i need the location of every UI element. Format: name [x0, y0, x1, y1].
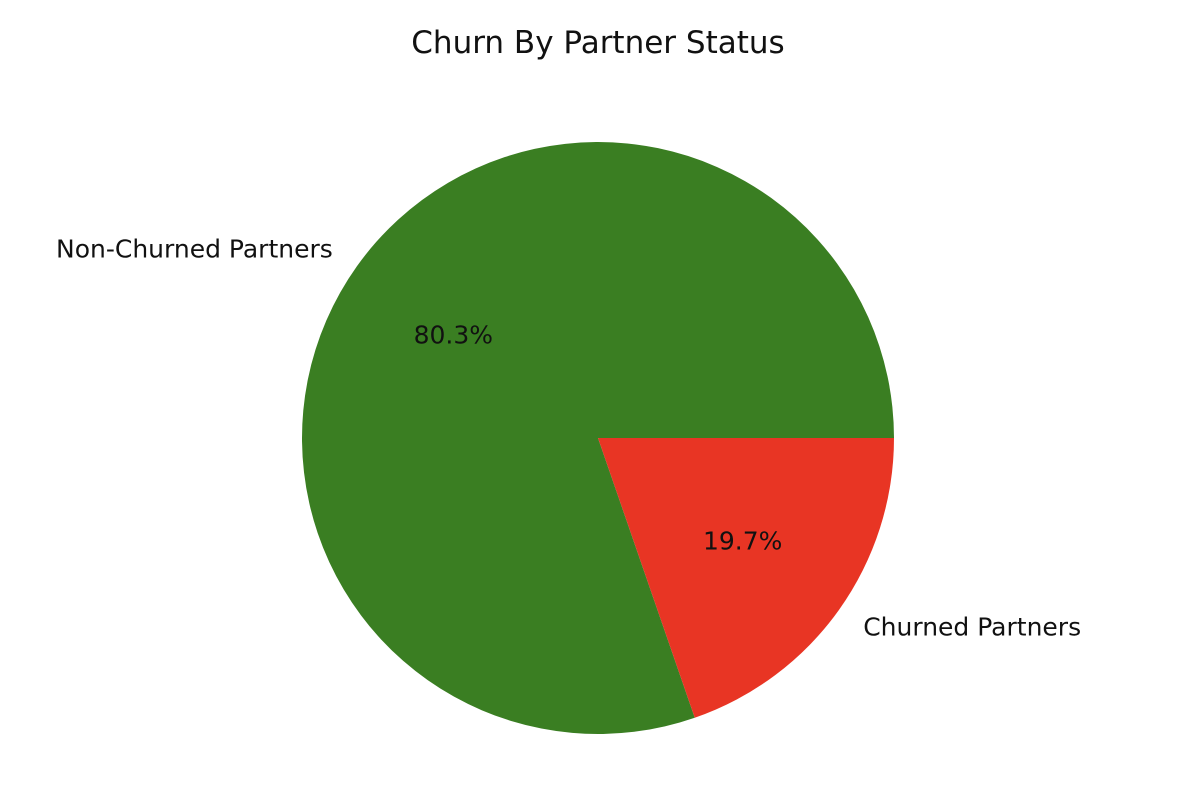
- pct-label-non-churned-partners: 80.3%: [414, 320, 493, 349]
- pie-slice-non-churned-partners: [302, 141, 894, 735]
- pie-slices: [302, 141, 894, 735]
- slice-label-non-churned-partners: Non-Churned Partners: [56, 235, 333, 264]
- chart-title: Churn By Partner Status: [411, 25, 784, 61]
- pie-labels: Non-Churned Partners 80.3% Churned Partner…: [56, 235, 1081, 642]
- slice-label-churned-partners: Churned Partners: [863, 612, 1081, 641]
- pct-label-churned-partners: 19.7%: [703, 527, 782, 556]
- pie-slice-churned-partners: [598, 438, 894, 718]
